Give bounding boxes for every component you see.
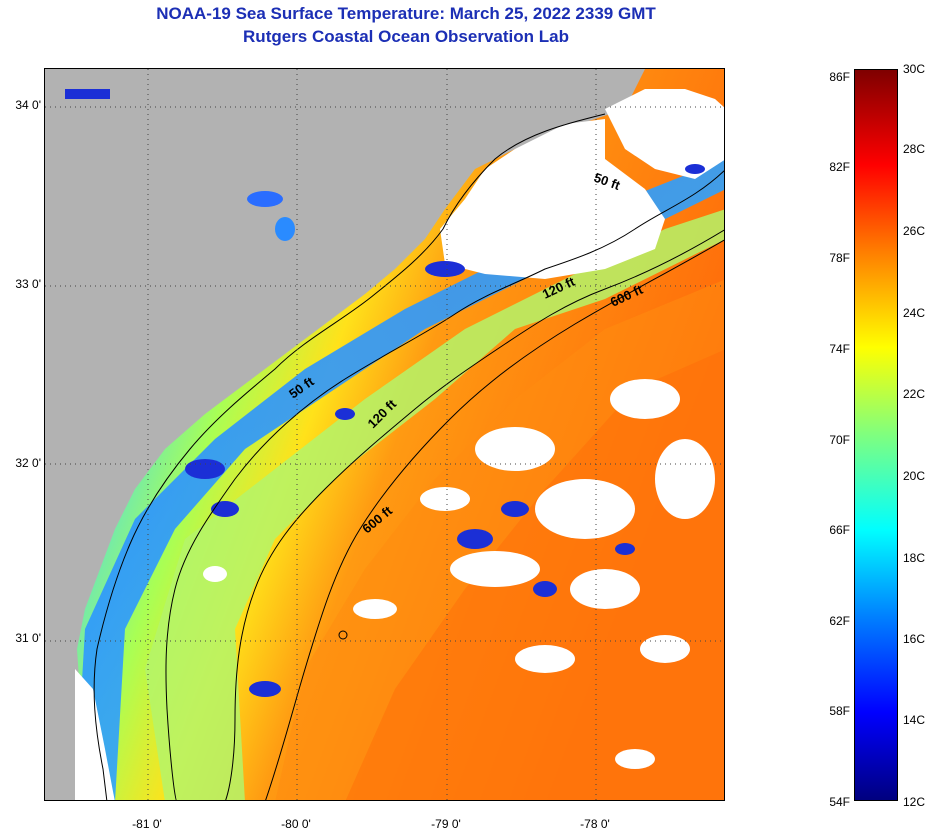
lon-label-78: -78 0' — [580, 817, 610, 831]
buoy-marker — [338, 630, 348, 640]
lon-label-80: -80 0' — [281, 817, 311, 831]
cold-patches — [65, 89, 705, 697]
cloud-cape — [605, 89, 724, 179]
colorbar-label-12c: 12C — [903, 795, 926, 809]
isobath-120ft — [225, 229, 724, 800]
lat-label-31: 31 0' — [15, 631, 41, 645]
colorbar-label-86f: 86F — [829, 70, 850, 84]
colorbar-label-82f: 82F — [829, 160, 850, 174]
colorbar-label-62f: 62F — [829, 614, 850, 628]
colorbar-label-26c: 26C — [903, 224, 926, 238]
colorbar-label-30c: 30C — [903, 62, 926, 76]
isobath-50ft — [165, 170, 724, 800]
lat-label-32: 32 0' — [15, 456, 41, 470]
sst-map-canvas: 50 ft 120 ft 600 ft 50 ft 120 ft 600 ft — [45, 69, 724, 800]
colorbar-label-14c: 14C — [903, 713, 926, 727]
land-area — [45, 69, 645, 800]
colorbar-label-58f: 58F — [829, 704, 850, 718]
cloud-south — [75, 669, 115, 800]
colorbar-label-78f: 78F — [829, 251, 850, 265]
map-title: NOAA-19 Sea Surface Temperature: March 2… — [156, 4, 656, 23]
lon-label-79: -79 0' — [431, 817, 461, 831]
colorbar-label-24c: 24C — [903, 306, 926, 320]
cloud-patches — [203, 187, 715, 769]
colorbar-label-16c: 16C — [903, 632, 926, 646]
colorbar-label-28c: 28C — [903, 142, 926, 156]
coastline — [93, 113, 606, 800]
isobath-600ft — [265, 239, 724, 800]
gulf-stream-waters — [275, 279, 724, 800]
inner-shelf — [75, 159, 724, 800]
map-subtitle: Rutgers Coastal Ocean Observation Lab — [243, 27, 569, 46]
colorbar-label-22c: 22C — [903, 387, 926, 401]
sst-map[interactable]: 50 ft 120 ft 600 ft 50 ft 120 ft 600 ft — [44, 68, 725, 801]
colorbar-label-18c: 18C — [903, 551, 926, 565]
colorbar-label-54f: 54F — [829, 795, 850, 809]
lat-lon-grid — [45, 69, 724, 800]
colorbar-label-20c: 20C — [903, 469, 926, 483]
colorbar-label-70f: 70F — [829, 433, 850, 447]
colorbar-label-74f: 74F — [829, 342, 850, 356]
colorbar-label-66f: 66F — [829, 523, 850, 537]
shelf-waters — [145, 209, 724, 800]
lat-label-34: 34 0' — [15, 98, 41, 112]
lat-label-33: 33 0' — [15, 277, 41, 291]
lon-label-81: -81 0' — [132, 817, 162, 831]
temperature-colorbar — [854, 69, 898, 801]
